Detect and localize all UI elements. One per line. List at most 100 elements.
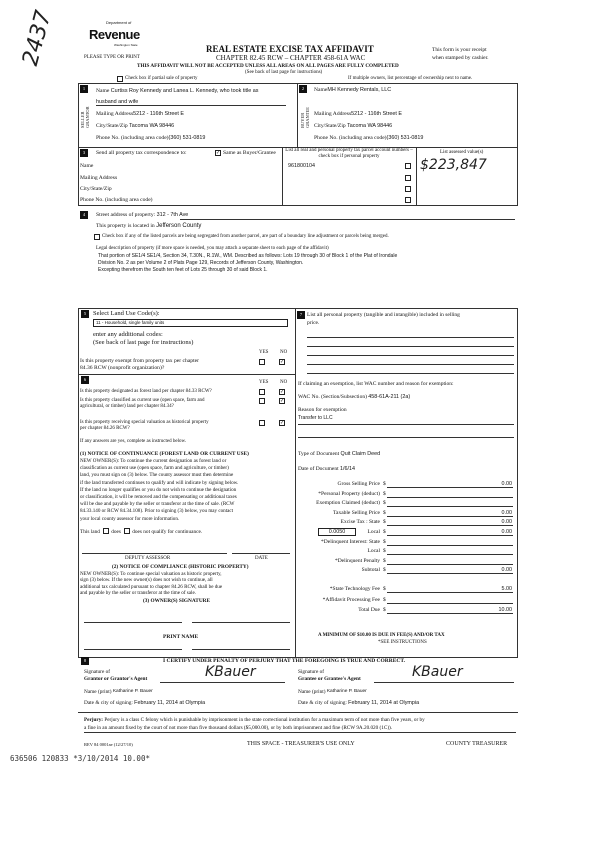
does-not-checkbox[interactable] xyxy=(124,528,131,534)
local-rate-field[interactable]: 0.0050 xyxy=(318,528,356,536)
receipt-stamp: 636506 120833 *3/10/2014 10.00* xyxy=(10,754,150,763)
doc-date[interactable]: 1/6/14 xyxy=(340,466,355,472)
tax-row-value[interactable]: 0.00 xyxy=(501,529,513,535)
notice1-line: if the land transferred continues to qua… xyxy=(80,479,239,486)
buyer-address[interactable]: 5212 - 116th Street E xyxy=(351,111,402,117)
historic-no-checkbox[interactable]: ✓ xyxy=(279,420,285,426)
exemption-label: If claiming an exemption, list WAC numbe… xyxy=(298,381,454,387)
tax-row-line xyxy=(387,563,513,565)
if-yes-note: If any answers are yes, complete as inst… xyxy=(80,439,187,444)
reason-label: Reason for exemption xyxy=(298,407,347,413)
corr-city-label: City/State/Zip xyxy=(80,186,112,192)
assessed-value[interactable]: $223,847 xyxy=(420,157,487,173)
corr-phone-label: Phone No. (including area code) xyxy=(80,197,153,203)
form-title: REAL ESTATE EXCISE TAX AFFIDAVIT xyxy=(206,44,374,54)
doc-type[interactable]: Quit Claim Deed xyxy=(340,451,381,457)
forest-yes-checkbox[interactable] xyxy=(259,389,265,395)
grantor-name[interactable]: Katharine P. Bauer xyxy=(112,689,153,694)
parcel-checkbox-2[interactable] xyxy=(405,175,411,181)
owner-signature-line-2[interactable] xyxy=(192,622,290,623)
seller-address[interactable]: 5212 - 116th Street E xyxy=(133,111,184,117)
grantor-date[interactable]: February 11, 2014 at Olympia xyxy=(134,700,206,706)
minimum-note: A MINIMUM OF $10.00 IS DUE IN FEE(S) AND… xyxy=(318,633,445,638)
grantee-date[interactable]: February 11, 2014 at Olympia xyxy=(348,700,420,706)
grantee-name[interactable]: Katharine P. Bauer xyxy=(326,689,367,694)
certify-text: I CERTIFY UNDER PENALTY OF PERJURY THAT … xyxy=(163,658,406,664)
grantee-sig-label-1: Signature of xyxy=(298,669,325,675)
exempt-question-2: 84.36 RCW (nonprofit organization)? xyxy=(80,365,165,371)
exempt-no-checkbox[interactable]: ✓ xyxy=(279,359,285,365)
street-address[interactable]: 312 - 7th Ave xyxy=(156,212,189,218)
section-2-number: 2 xyxy=(299,85,307,93)
notice1-line: classification as current use (open spac… xyxy=(80,465,229,472)
buyer-name-label: Name xyxy=(314,87,328,93)
does-checkbox[interactable] xyxy=(103,528,110,534)
forest-no-checkbox[interactable]: ✓ xyxy=(279,389,285,395)
historic-question-2: per chapter 84.26 RCW? xyxy=(80,426,130,431)
current-use-yes-checkbox[interactable] xyxy=(259,398,265,404)
buyer-name[interactable]: MH Kennedy Rentals, LLC xyxy=(327,87,392,93)
seller-name-2[interactable]: husband and wife xyxy=(96,99,286,106)
tax-row-value[interactable]: 5.00 xyxy=(501,586,513,592)
tax-row-line xyxy=(387,535,513,536)
sections-5-7-box xyxy=(78,308,518,658)
current-use-no-checkbox[interactable]: ✓ xyxy=(279,398,285,404)
same-as-buyer-label: Same as Buyer/Grantee xyxy=(223,150,276,156)
see-instructions: *SEE INSTRUCTIONS xyxy=(378,640,427,645)
tax-row-line xyxy=(387,496,513,498)
notice1-line: will be due and payable by the seller or… xyxy=(80,501,235,508)
tax-row-value[interactable]: 0.00 xyxy=(501,519,513,526)
parcel-checkbox-1[interactable] xyxy=(405,163,411,169)
county-label: This property is located in xyxy=(96,223,155,229)
parcel-number[interactable]: 961800104 xyxy=(288,163,315,169)
tax-row-value[interactable]: 0.00 xyxy=(501,481,513,487)
wac-number[interactable]: 458-61A-211 (2a) xyxy=(368,394,411,400)
continuance-row: This land does does not qualify for cont… xyxy=(80,527,202,535)
tax-row-label: Local xyxy=(367,529,380,535)
see-back: (See back of last page for instructions) xyxy=(245,70,323,75)
owner-signature-line-1[interactable] xyxy=(84,622,182,623)
tax-row-label: Local xyxy=(367,548,380,555)
parties-box xyxy=(78,83,518,206)
receipt-note-1: This form is your receipt xyxy=(432,47,487,53)
reason-value[interactable]: Transfer to LLC xyxy=(298,415,333,421)
tax-row-value[interactable]: 10.00 xyxy=(498,607,513,613)
seller-address-label: Mailing Address xyxy=(96,111,134,117)
tax-row-line xyxy=(387,506,513,508)
grantee-sig-label-2: Grantee or Grantee's Agent xyxy=(298,676,361,682)
grantor-signature[interactable]: KBauer xyxy=(205,664,256,680)
same-as-buyer-checkbox[interactable]: ✓ xyxy=(215,150,221,156)
perjury-text: Perjury is a class C felony which is pun… xyxy=(104,717,425,723)
please-type: PLEASE TYPE OR PRINT xyxy=(84,55,140,60)
county[interactable]: Jefferson County xyxy=(156,223,202,229)
exempt-yes-checkbox[interactable] xyxy=(259,359,265,365)
buyer-phone[interactable]: (360) 531-0819 xyxy=(386,135,424,141)
yes-header-6: YES xyxy=(259,380,269,385)
grantee-signature[interactable]: KBauer xyxy=(412,664,463,680)
qualify-label: qualify for continuance. xyxy=(151,529,203,535)
seller-city[interactable]: Tacoma WA 98446 xyxy=(129,123,175,129)
tax-row-value[interactable]: 0.00 xyxy=(501,567,513,574)
parcel-checkbox-4[interactable] xyxy=(405,197,411,203)
partial-sale-checkbox[interactable] xyxy=(117,76,123,82)
does-not-label: does not xyxy=(132,529,151,535)
seller-name[interactable]: Curtiss Roy Kennedy and Lanea L. Kennedy… xyxy=(110,88,259,94)
dollar-sign: $ xyxy=(383,509,386,516)
land-use-see-back: (See back of last page for instructions) xyxy=(93,339,194,346)
partial-sale-label: Check box if partial sale of property xyxy=(125,76,198,81)
tax-row-line xyxy=(387,602,513,604)
buyer-phone-label: Phone No. (including area code) xyxy=(314,135,387,141)
land-use-label: Select Land Use Code(s): xyxy=(93,310,160,317)
buyer-city[interactable]: Tacoma WA 98446 xyxy=(347,123,393,129)
notice1-text: NEW OWNER(S): To continue the current de… xyxy=(80,458,238,523)
personal-property-label-2: price. xyxy=(307,320,320,326)
segregated-checkbox[interactable] xyxy=(94,234,100,240)
parcel-checkbox-3[interactable] xyxy=(405,186,411,192)
tax-row-value[interactable]: 0.00 xyxy=(501,509,513,516)
historic-yes-checkbox[interactable] xyxy=(259,420,265,426)
seller-phone[interactable]: (360) 531-0819 xyxy=(168,135,206,141)
dollar-sign: $ xyxy=(383,586,386,592)
land-use-code-select[interactable]: 11 - Household, single family units xyxy=(93,319,288,327)
tax-row-line xyxy=(387,487,513,488)
handwritten-number: 2437 xyxy=(18,7,57,69)
